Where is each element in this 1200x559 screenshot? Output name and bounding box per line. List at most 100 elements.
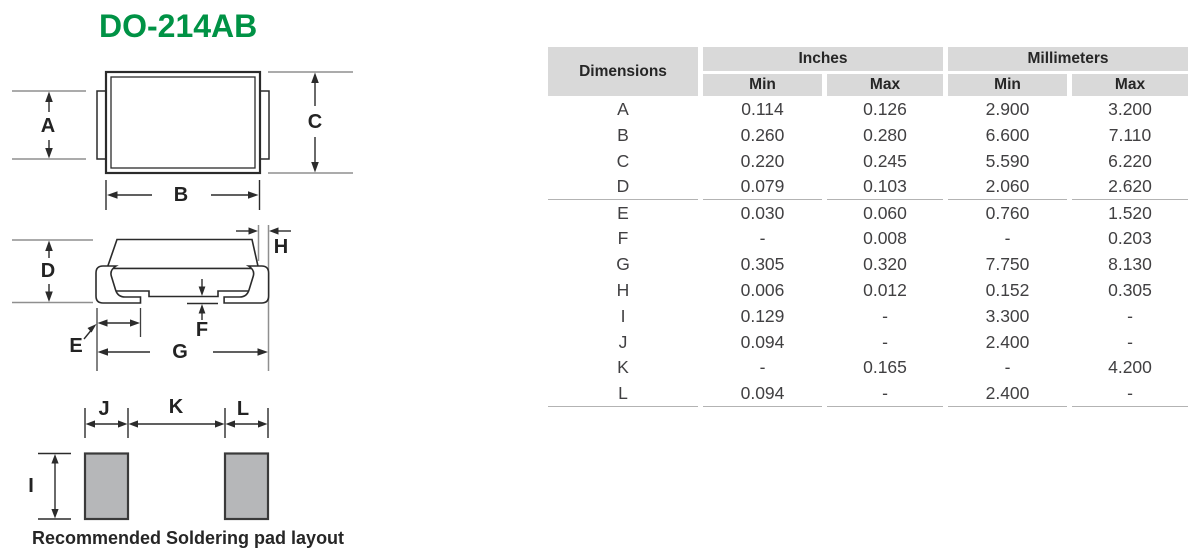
col-header-dimensions: Dimensions xyxy=(548,47,698,96)
dimension-value: 0.129 xyxy=(740,305,785,326)
dim-label-I: I xyxy=(28,475,34,497)
package-side-body-base xyxy=(105,267,260,298)
dimension-letter: H xyxy=(616,279,630,300)
col-header-inches-max: Max xyxy=(827,74,943,96)
table-header: Dimensions Inches Millimeters Min Max Mi… xyxy=(548,47,1188,96)
dimension-value: 8.130 xyxy=(1108,254,1152,275)
dim-label-H: H xyxy=(273,236,289,258)
dimension-letter: D xyxy=(548,174,698,201)
dimensions-table: Dimensions Inches Millimeters Min Max Mi… xyxy=(548,47,1188,407)
dimension-value: - xyxy=(827,381,943,407)
col-header-inches-min: Min xyxy=(703,74,822,96)
table-row: F - 0.008 - 0.203 xyxy=(548,226,1188,252)
dimension-value: 0.126 xyxy=(863,99,907,120)
dimension-value: - xyxy=(1072,381,1188,407)
col-header-mm-max: Max xyxy=(1072,74,1188,96)
dimension-value: 0.008 xyxy=(863,228,907,249)
pad-layout-caption: Recommended Soldering pad layout xyxy=(32,528,345,548)
package-drawing xyxy=(12,70,353,521)
dim-label-G: G xyxy=(172,341,188,363)
dim-arrow-F xyxy=(187,279,218,320)
table-row: H 0.006 0.012 0.152 0.305 xyxy=(548,278,1188,304)
dimension-letter: C xyxy=(616,150,630,171)
dimension-value: 0.114 xyxy=(741,99,784,120)
dimension-value: 0.094 xyxy=(740,331,785,352)
dim-arrow-H xyxy=(236,227,291,235)
dim-label-L: L xyxy=(236,398,250,420)
dim-arrow-D xyxy=(45,240,53,302)
dim-arrow-B xyxy=(105,180,261,210)
dim-label-E: E xyxy=(69,335,83,357)
dimension-letter: L xyxy=(548,381,698,407)
dim-arrow-K xyxy=(128,420,225,428)
dimension-value: 1.520 xyxy=(1108,202,1152,223)
table-row: J 0.094 - 2.400 - xyxy=(548,329,1188,355)
extension-lines xyxy=(38,408,269,520)
dimension-value: 0.094 xyxy=(703,381,822,407)
dimension-value: - xyxy=(882,305,888,326)
dimension-value: - xyxy=(759,357,766,378)
dimension-value: 2.400 xyxy=(985,331,1030,352)
table-row: C 0.220 0.245 5.590 6.220 xyxy=(548,149,1188,175)
dimension-value: - xyxy=(1004,228,1011,249)
dimension-value: 0.280 xyxy=(863,125,907,146)
dimension-value: - xyxy=(1004,357,1011,378)
dimension-value: 0.203 xyxy=(1108,228,1152,249)
dimension-value: 0.060 xyxy=(863,202,907,223)
lead-left xyxy=(95,265,142,304)
dimension-value: - xyxy=(882,331,888,352)
dim-arrow-C xyxy=(311,72,319,173)
dimension-value: 2.620 xyxy=(1072,174,1188,201)
col-header-mm-min: Min xyxy=(948,74,1067,96)
table-row: A 0.114 0.126 2.900 3.200 xyxy=(548,97,1188,123)
dimension-value: - xyxy=(1127,305,1133,326)
dimension-letter: G xyxy=(616,254,630,275)
dimension-value: 0.103 xyxy=(827,174,943,201)
dim-label-B: B xyxy=(173,184,189,206)
top-view xyxy=(12,70,353,210)
dim-label-K: K xyxy=(168,396,184,418)
dimension-letter: J xyxy=(618,331,628,352)
dimension-value: 0.220 xyxy=(740,150,785,171)
dimension-value: - xyxy=(759,228,766,249)
table-row: E 0.030 0.060 0.760 1.520 xyxy=(548,200,1188,226)
dimension-letter: K xyxy=(617,357,629,378)
dimension-value: 6.220 xyxy=(1108,150,1152,171)
dimension-value: 0.305 xyxy=(740,254,785,275)
dim-arrow-G xyxy=(97,348,268,356)
dimension-value: 0.079 xyxy=(703,174,822,201)
col-group-inches: Inches xyxy=(703,47,943,71)
dimension-value: 0.760 xyxy=(985,202,1030,223)
side-view xyxy=(12,225,291,371)
package-body-inner-outline xyxy=(110,76,256,169)
dim-arrow-E xyxy=(83,308,142,371)
dim-label-F: F xyxy=(195,319,209,341)
pad-layout xyxy=(38,408,270,521)
dimension-value: 0.165 xyxy=(863,357,907,378)
dimension-value: 7.110 xyxy=(1108,125,1152,146)
lead-right xyxy=(223,265,270,304)
dimension-letter: I xyxy=(620,305,626,326)
package-body-outline xyxy=(104,70,262,175)
dimension-value: 6.600 xyxy=(985,125,1030,146)
dimension-letter: E xyxy=(617,202,629,223)
dim-arrow-A xyxy=(45,91,53,159)
table-row: K - 0.165 - 4.200 xyxy=(548,355,1188,381)
dimension-value: 3.300 xyxy=(985,305,1030,326)
dimension-letter: A xyxy=(617,99,629,120)
dimension-value: 4.200 xyxy=(1108,357,1152,378)
dimension-value: 2.060 xyxy=(948,174,1067,201)
dimension-letter: F xyxy=(617,228,629,249)
dimension-value: 5.590 xyxy=(985,150,1030,171)
dimension-value: 0.030 xyxy=(740,202,785,223)
dimension-value: 0.305 xyxy=(1108,279,1152,300)
extension-lines xyxy=(12,71,353,174)
dimension-value: 0.320 xyxy=(863,254,907,275)
dimension-value: 2.900 xyxy=(985,99,1030,120)
dimension-value: 0.012 xyxy=(863,279,907,300)
col-group-millimeters: Millimeters xyxy=(948,47,1188,71)
dimension-letter: B xyxy=(617,125,629,146)
dim-arrow-J xyxy=(85,420,128,428)
solder-pad-left xyxy=(83,452,130,521)
dimension-value: 0.245 xyxy=(863,150,907,171)
